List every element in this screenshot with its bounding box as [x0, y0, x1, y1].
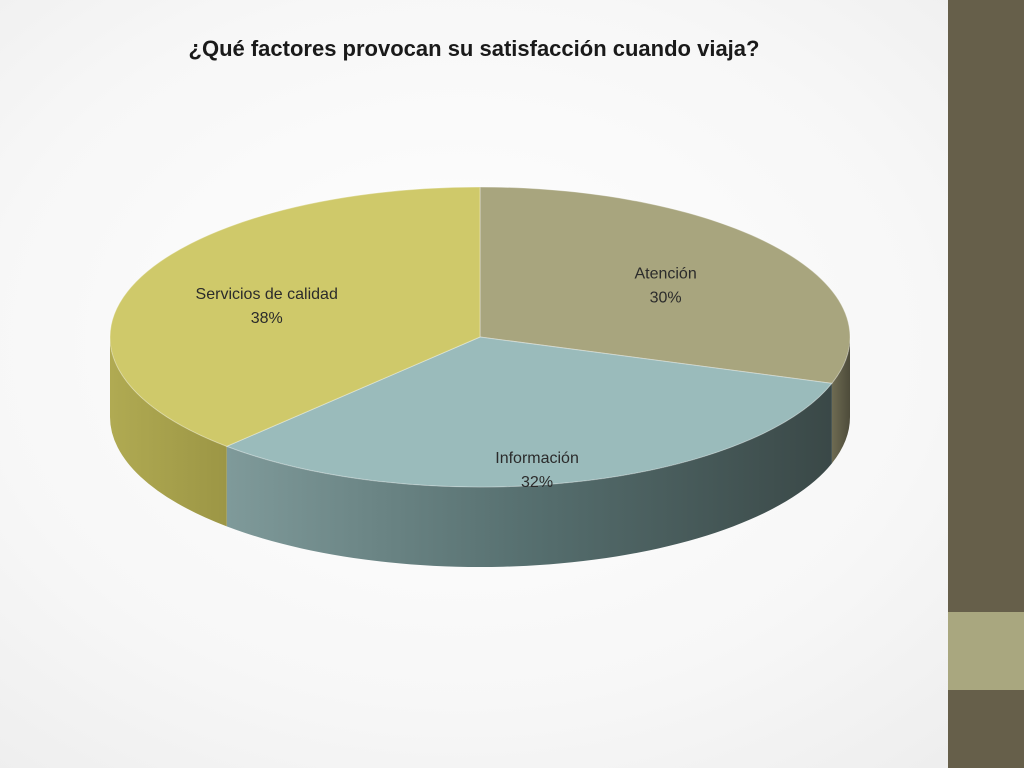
- pie-slice-servicios-de-calidad: [109, 186, 481, 447]
- pie-side-servicios-de-calidad: [110, 337, 227, 527]
- pie-slice-informacion: [225, 336, 833, 488]
- pie-side-atencion: [831, 337, 850, 464]
- side-band-bottom: [948, 690, 1024, 768]
- slice-value-atencion: 30%: [650, 289, 682, 306]
- slice-label-atencion: Atención: [634, 265, 696, 282]
- slice-label-servicios-de-calidad: Servicios de calidad: [196, 286, 338, 303]
- slice-label-informacion: Información: [495, 450, 579, 467]
- pie-chart: Atención 30% Información 32% Servicios de ca…: [109, 186, 851, 567]
- chart-title: ¿Qué factores provocan su satisfacción c…: [188, 36, 760, 61]
- pie-slice-atencion: [479, 186, 851, 384]
- slice-value-informacion: 32%: [521, 474, 553, 491]
- side-band-top: [948, 0, 1024, 612]
- side-band-middle: [948, 612, 1024, 690]
- slice-value-servicios-de-calidad: 38%: [251, 310, 283, 327]
- pie-side-informacion: [226, 383, 832, 567]
